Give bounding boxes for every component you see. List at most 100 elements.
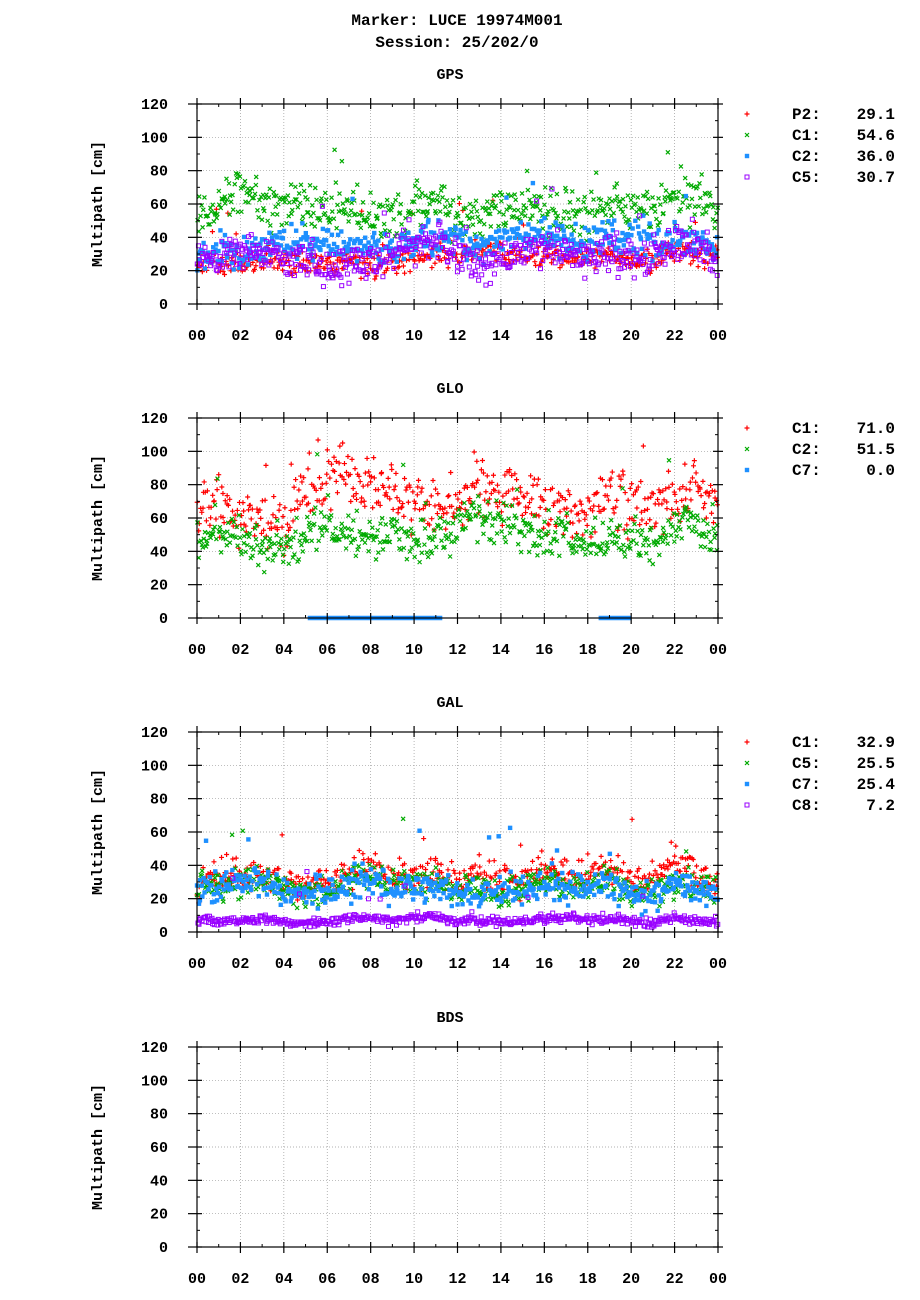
data-point [506, 887, 511, 892]
data-point [644, 211, 650, 216]
data-point [468, 901, 473, 906]
data-point [508, 244, 514, 249]
data-point [525, 504, 531, 510]
data-point [545, 208, 551, 214]
data-point [582, 194, 588, 200]
data-point [267, 259, 273, 265]
data-point [703, 209, 709, 215]
data-point [433, 865, 439, 871]
data-point [692, 204, 698, 210]
data-point [358, 869, 363, 875]
data-point [434, 511, 440, 517]
data-point [360, 199, 366, 205]
data-point [385, 232, 391, 238]
data-point [246, 507, 252, 513]
data-point [527, 216, 533, 222]
data-point [714, 502, 720, 508]
data-point [531, 886, 536, 892]
data-point [487, 248, 492, 254]
data-point [278, 243, 284, 248]
data-point [227, 212, 233, 218]
data-point [560, 223, 565, 229]
data-point [686, 243, 692, 249]
data-point [376, 256, 381, 261]
data-point [680, 873, 685, 879]
data-point [498, 255, 504, 261]
data-point [695, 184, 700, 190]
data-point [370, 891, 376, 896]
data-point [680, 514, 685, 520]
data-point [403, 243, 409, 248]
data-point [608, 858, 614, 864]
data-point [668, 532, 674, 538]
data-point [203, 518, 209, 524]
data-point [634, 263, 640, 269]
data-point [352, 466, 358, 472]
data-point [528, 473, 534, 479]
data-point [224, 197, 230, 203]
data-point [666, 457, 672, 463]
data-point [477, 256, 482, 262]
data-point [419, 892, 425, 897]
data-point [364, 271, 370, 277]
data-point [267, 186, 273, 192]
data-point [657, 202, 663, 208]
data-point [277, 230, 282, 235]
x-tick-label: 08 [362, 328, 380, 345]
data-point [625, 528, 631, 534]
data-point [471, 204, 477, 210]
data-point [296, 487, 302, 493]
data-point [360, 851, 366, 857]
data-point [396, 241, 402, 247]
data-point [506, 265, 512, 271]
data-point [245, 262, 251, 267]
y-tick-label: 100 [141, 130, 168, 147]
data-point [384, 891, 390, 896]
data-point [249, 195, 255, 201]
data-point [218, 228, 223, 233]
data-point [227, 496, 233, 502]
data-point [471, 505, 477, 511]
data-point [665, 468, 671, 474]
data-point [307, 182, 313, 188]
data-point [513, 241, 519, 247]
data-point [296, 244, 302, 250]
data-point [252, 866, 258, 871]
data-point [485, 240, 490, 245]
data-point [306, 520, 312, 526]
data-point [222, 243, 228, 249]
data-point [328, 513, 334, 518]
data-point [700, 230, 706, 235]
data-point [676, 189, 682, 195]
data-point [543, 892, 548, 897]
data-point [406, 230, 411, 235]
data-point [560, 870, 565, 876]
data-point [522, 213, 528, 219]
data-point [606, 219, 611, 224]
data-point [341, 239, 346, 245]
data-point [432, 534, 437, 539]
data-point [581, 247, 587, 253]
data-point [537, 207, 543, 213]
data-point [705, 251, 710, 256]
data-point [322, 210, 328, 216]
data-point [279, 222, 285, 228]
data-point [650, 194, 655, 200]
data-point [702, 246, 707, 252]
data-point [410, 489, 416, 495]
data-point [555, 233, 560, 238]
data-point [411, 252, 416, 258]
data-point [228, 199, 234, 205]
data-point [331, 241, 337, 247]
data-point [477, 255, 483, 261]
data-point [446, 873, 451, 878]
data-point [569, 189, 575, 194]
data-point [510, 258, 516, 264]
data-point [583, 528, 589, 534]
data-point [256, 893, 261, 899]
data-point [418, 250, 424, 256]
data-point [372, 239, 378, 245]
data-point [445, 493, 451, 499]
data-point [323, 271, 329, 277]
data-point [267, 230, 272, 235]
